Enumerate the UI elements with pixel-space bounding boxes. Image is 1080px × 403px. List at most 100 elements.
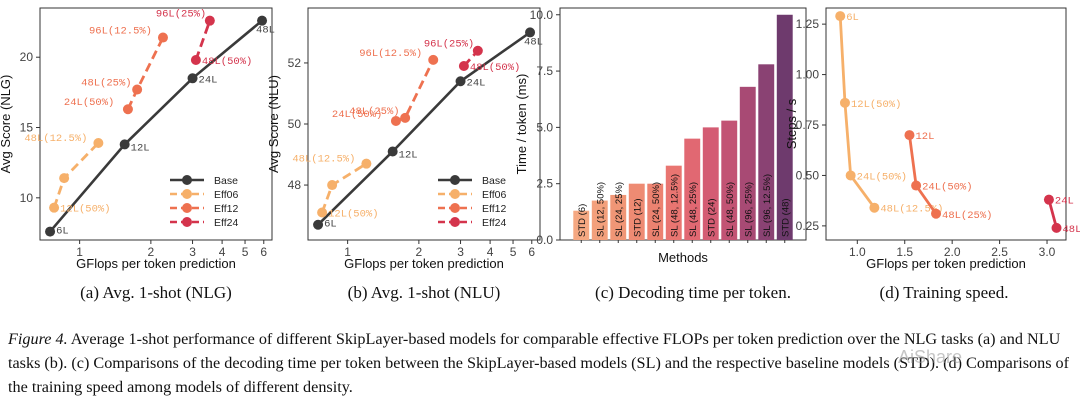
point-label: 48L(25%) [349,106,399,118]
panel-4-ytick-label: 1.00 [796,68,820,82]
data-point [132,84,143,95]
data-point [458,61,469,71]
panel-1-xtick-label: 3 [189,245,196,259]
data-point [190,55,201,66]
data-point [869,202,880,213]
point-label: 48L(25%) [942,210,992,222]
data-point [387,146,398,157]
panel-2-xtick-label: 5 [510,245,517,259]
panel-4-xtick-label: 3.0 [1039,245,1056,259]
point-label: 24L [1055,196,1074,208]
point-label: 12L [915,131,934,143]
data-point [327,180,338,191]
caption-lead: Figure 4. [8,330,68,348]
legend-label-eff24: Eff24 [214,217,238,229]
legend-marker [450,203,460,213]
panel-1-ytick-label: 10 [20,191,34,205]
legend-marker [450,217,460,227]
data-point [455,76,466,87]
panel-3-xlabel: Methods [658,250,708,265]
point-label: 12L(50%) [60,204,110,216]
point-label: 24L(50%) [922,182,972,194]
bar [628,183,645,240]
panel-2-xtick-label: 6 [528,245,535,259]
point-label: 24L(50%) [857,171,907,183]
data-point [313,219,324,230]
data-point [1043,194,1054,205]
panel-2-xtick-label: 3 [457,245,464,259]
data-point [390,115,401,126]
series-line-base [49,19,263,233]
panel-1-xlabel: GFlops per token prediction [76,256,236,271]
point-label: 96L(12.5%) [359,48,422,60]
data-point [400,112,411,123]
panel-4-xtick-label: 2.5 [991,245,1008,259]
point-label: 12L(50%) [328,209,378,221]
panel-4-ytick-label: 0.75 [796,118,820,132]
data-point [49,202,60,213]
panel-1-xtick-label: 4 [219,245,226,259]
bar-category-label: STD (48) [780,198,791,237]
legend-marker [182,175,192,185]
bar-category-label: SL (48, 25%) [688,182,699,237]
panel-4-xtick-label: 2.0 [944,245,961,259]
point-label: 48L(50%) [1063,224,1080,236]
bar [610,194,627,240]
point-label: 48L(25%) [81,78,131,90]
bar-category-label: SL (24, 50%) [651,182,662,237]
point-label: 6L [56,226,69,238]
panel-4-frame [825,7,1067,241]
panel-2-xtick-label: 4 [487,245,494,259]
panel-2-ytick-label: 52 [288,56,302,70]
legend-label-eff06: Eff06 [214,189,238,201]
bar [591,200,608,240]
bar [665,165,682,240]
data-point [157,32,168,43]
legend-label-eff12: Eff12 [214,203,238,215]
point-label: 48L(12.5%) [292,154,355,166]
legend-marker [182,217,192,227]
point-label: 24L [467,77,486,89]
data-point [119,139,130,150]
bar-category-label: STD (12) [632,198,643,237]
caption-text: Average 1-shot performance of different … [8,330,1070,396]
bar [721,120,738,240]
panel-1-xtick-label: 1 [76,245,83,259]
data-point [525,27,536,38]
panel-3-ylabel: Time / token (ms) [514,74,529,175]
data-point [187,73,198,84]
legend-label-eff12: Eff12 [482,203,506,215]
point-label: 48L(50%) [470,62,520,74]
data-point [904,130,915,141]
panel-4-subcaption: (d) Training speed. [880,283,1009,302]
panel-1-xtick-label: 6 [260,245,267,259]
point-label: 24L [199,74,218,86]
series-line-eff06 [838,15,876,209]
bar-category-label: STD (6) [577,204,588,237]
data-point [835,11,846,22]
bar-category-label: SL (48, 12.5%) [669,174,680,237]
panel-3-ytick-label: 5.0 [536,120,553,134]
bar [776,14,793,241]
panel-3-ytick-label: 0.0 [536,233,553,247]
panel-3-ytick-label: 2.5 [536,177,553,191]
data-point [361,158,372,169]
legend-label-base: Base [214,175,238,187]
bar-category-label: SL (12, 50%) [595,182,606,237]
panel-1-xtick-label: 5 [242,245,249,259]
figure-caption: Figure 4. Average 1-shot performance of … [8,327,1072,399]
panel-2-xtick-label: 1 [344,245,351,259]
panel-1-ylabel: Avg Score (NLG) [0,75,13,174]
panel-2-ytick-label: 50 [288,117,302,131]
bar [758,64,775,241]
panel-1-subcaption: (a) Avg. 1-shot (NLG) [80,283,232,302]
panel-2-xtick-label: 2 [416,245,423,259]
data-point [931,208,942,219]
series-line-eff24 [194,20,212,61]
bar [702,127,719,240]
data-point [911,180,922,191]
data-point [472,45,483,56]
legend-marker [182,203,192,213]
legend-label-base: Base [482,175,506,187]
